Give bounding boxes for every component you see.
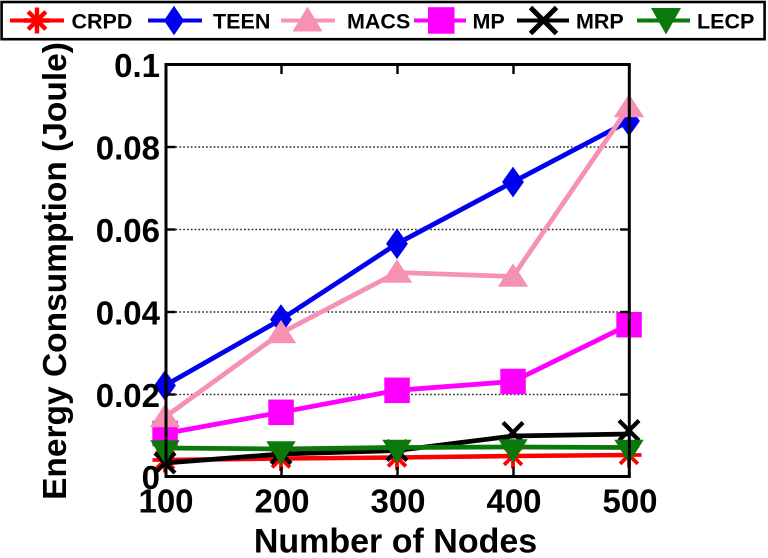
svg-text:100: 100 <box>138 483 193 520</box>
svg-text:CRPD: CRPD <box>72 10 133 34</box>
svg-text:0.04: 0.04 <box>96 294 161 331</box>
svg-text:0.08: 0.08 <box>96 129 160 166</box>
svg-text:300: 300 <box>370 483 425 520</box>
svg-text:MACS: MACS <box>347 10 410 34</box>
svg-text:MRP: MRP <box>576 10 624 34</box>
svg-text:Number of Nodes: Number of Nodes <box>254 523 537 558</box>
svg-text:400: 400 <box>486 483 541 520</box>
svg-text:0.02: 0.02 <box>96 377 160 414</box>
svg-text:0: 0 <box>142 459 160 496</box>
svg-text:0.06: 0.06 <box>96 212 160 249</box>
svg-text:500: 500 <box>602 483 657 520</box>
svg-text:Energy Consumption (Joule): Energy Consumption (Joule) <box>37 42 74 500</box>
svg-text:200: 200 <box>254 483 309 520</box>
svg-text:MP: MP <box>473 10 505 34</box>
svg-text:TEEN: TEEN <box>213 10 270 34</box>
svg-text:LECP: LECP <box>697 10 754 34</box>
svg-text:0.1: 0.1 <box>114 47 160 84</box>
